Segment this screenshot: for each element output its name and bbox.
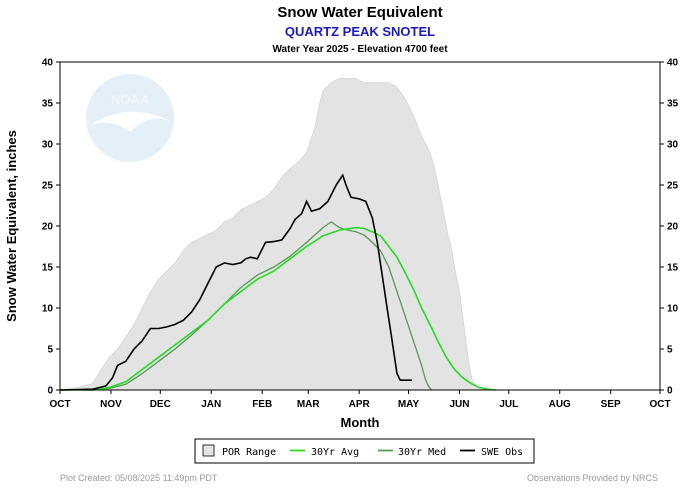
y-axis-title: Snow Water Equivalent, inches [4, 130, 19, 322]
x-tick-label: NOV [100, 399, 122, 410]
y-tick-label-right: 10 [667, 304, 679, 315]
chart-title: Snow Water Equivalent [277, 4, 442, 21]
legend-label-avg: 30Yr Avg [311, 447, 359, 458]
y-tick-label-right: 5 [667, 345, 673, 356]
y-tick-label-right: 30 [667, 140, 679, 151]
median-line [60, 221, 433, 391]
y-tick-label-right: 15 [667, 263, 679, 274]
y-tick-label-right: 35 [667, 99, 679, 110]
y-tick-label-left: 20 [42, 222, 54, 233]
plot-created-note: Plot Created: 05/08/2025 11:49pm PDT [60, 473, 218, 483]
legend-box [194, 438, 535, 464]
y-tick-label-left: 5 [47, 345, 53, 356]
x-tick-label: MAR [297, 399, 321, 410]
legend-swatch-por [202, 444, 215, 457]
station-name: QUARTZ PEAK SNOTEL [285, 24, 435, 39]
legend: POR Range 30Yr Avg 30Yr Med SWE Obs [194, 438, 535, 464]
y-tick-label-right: 20 [667, 222, 679, 233]
average-line [60, 226, 496, 391]
chart-subtitle: Water Year 2025 - Elevation 4700 feet [272, 44, 448, 55]
noaa-logo-bird [90, 111, 172, 132]
x-tick-label: OCT [49, 399, 70, 410]
x-tick-label: APR [349, 399, 371, 410]
x-tick-label: OCT [649, 399, 670, 410]
observed-line [59, 173, 412, 391]
y-tick-label-left: 25 [42, 181, 54, 192]
x-tick-label: JUL [499, 399, 518, 410]
legend-label-obs: SWE Obs [481, 447, 523, 458]
y-tick-label-left: 10 [42, 304, 54, 315]
x-tick-label: JAN [201, 399, 221, 410]
por-range-area [59, 78, 488, 391]
y-tick-label-right: 0 [667, 386, 673, 397]
noaa-logo: NOAA [86, 74, 174, 162]
y-tick-label-right: 40 [667, 58, 679, 69]
right-y-axis: 0 5 10 15 20 25 30 35 40 [660, 58, 679, 397]
legend-label-por: POR Range [222, 447, 276, 458]
y-tick-label-left: 15 [42, 263, 54, 274]
observations-credit: Observations Provided by NRCS [527, 473, 658, 483]
x-tick-label: SEP [601, 399, 621, 410]
x-tick-label: FEB [252, 399, 272, 410]
legend-label-med: 30Yr Med [398, 447, 446, 458]
noaa-logo-text: NOAA [111, 92, 150, 107]
y-tick-label-right: 25 [667, 181, 679, 192]
left-y-axis: 0 5 10 15 20 25 30 35 40 [42, 58, 60, 397]
y-tick-label-left: 40 [42, 58, 54, 69]
x-tick-label: AUG [549, 399, 571, 410]
x-tick-label: JUN [449, 399, 469, 410]
x-tick-label: DEC [150, 399, 171, 410]
y-tick-label-left: 35 [42, 99, 54, 110]
y-tick-label-left: 0 [47, 386, 53, 397]
x-tick-label: MAY [398, 399, 420, 410]
x-axis-title: Month [341, 415, 380, 430]
y-tick-label-left: 30 [42, 140, 54, 151]
x-axis: OCT NOV DEC JAN FEB MAR APR MAY JUN JUL AUG SEP OCT [49, 390, 671, 410]
